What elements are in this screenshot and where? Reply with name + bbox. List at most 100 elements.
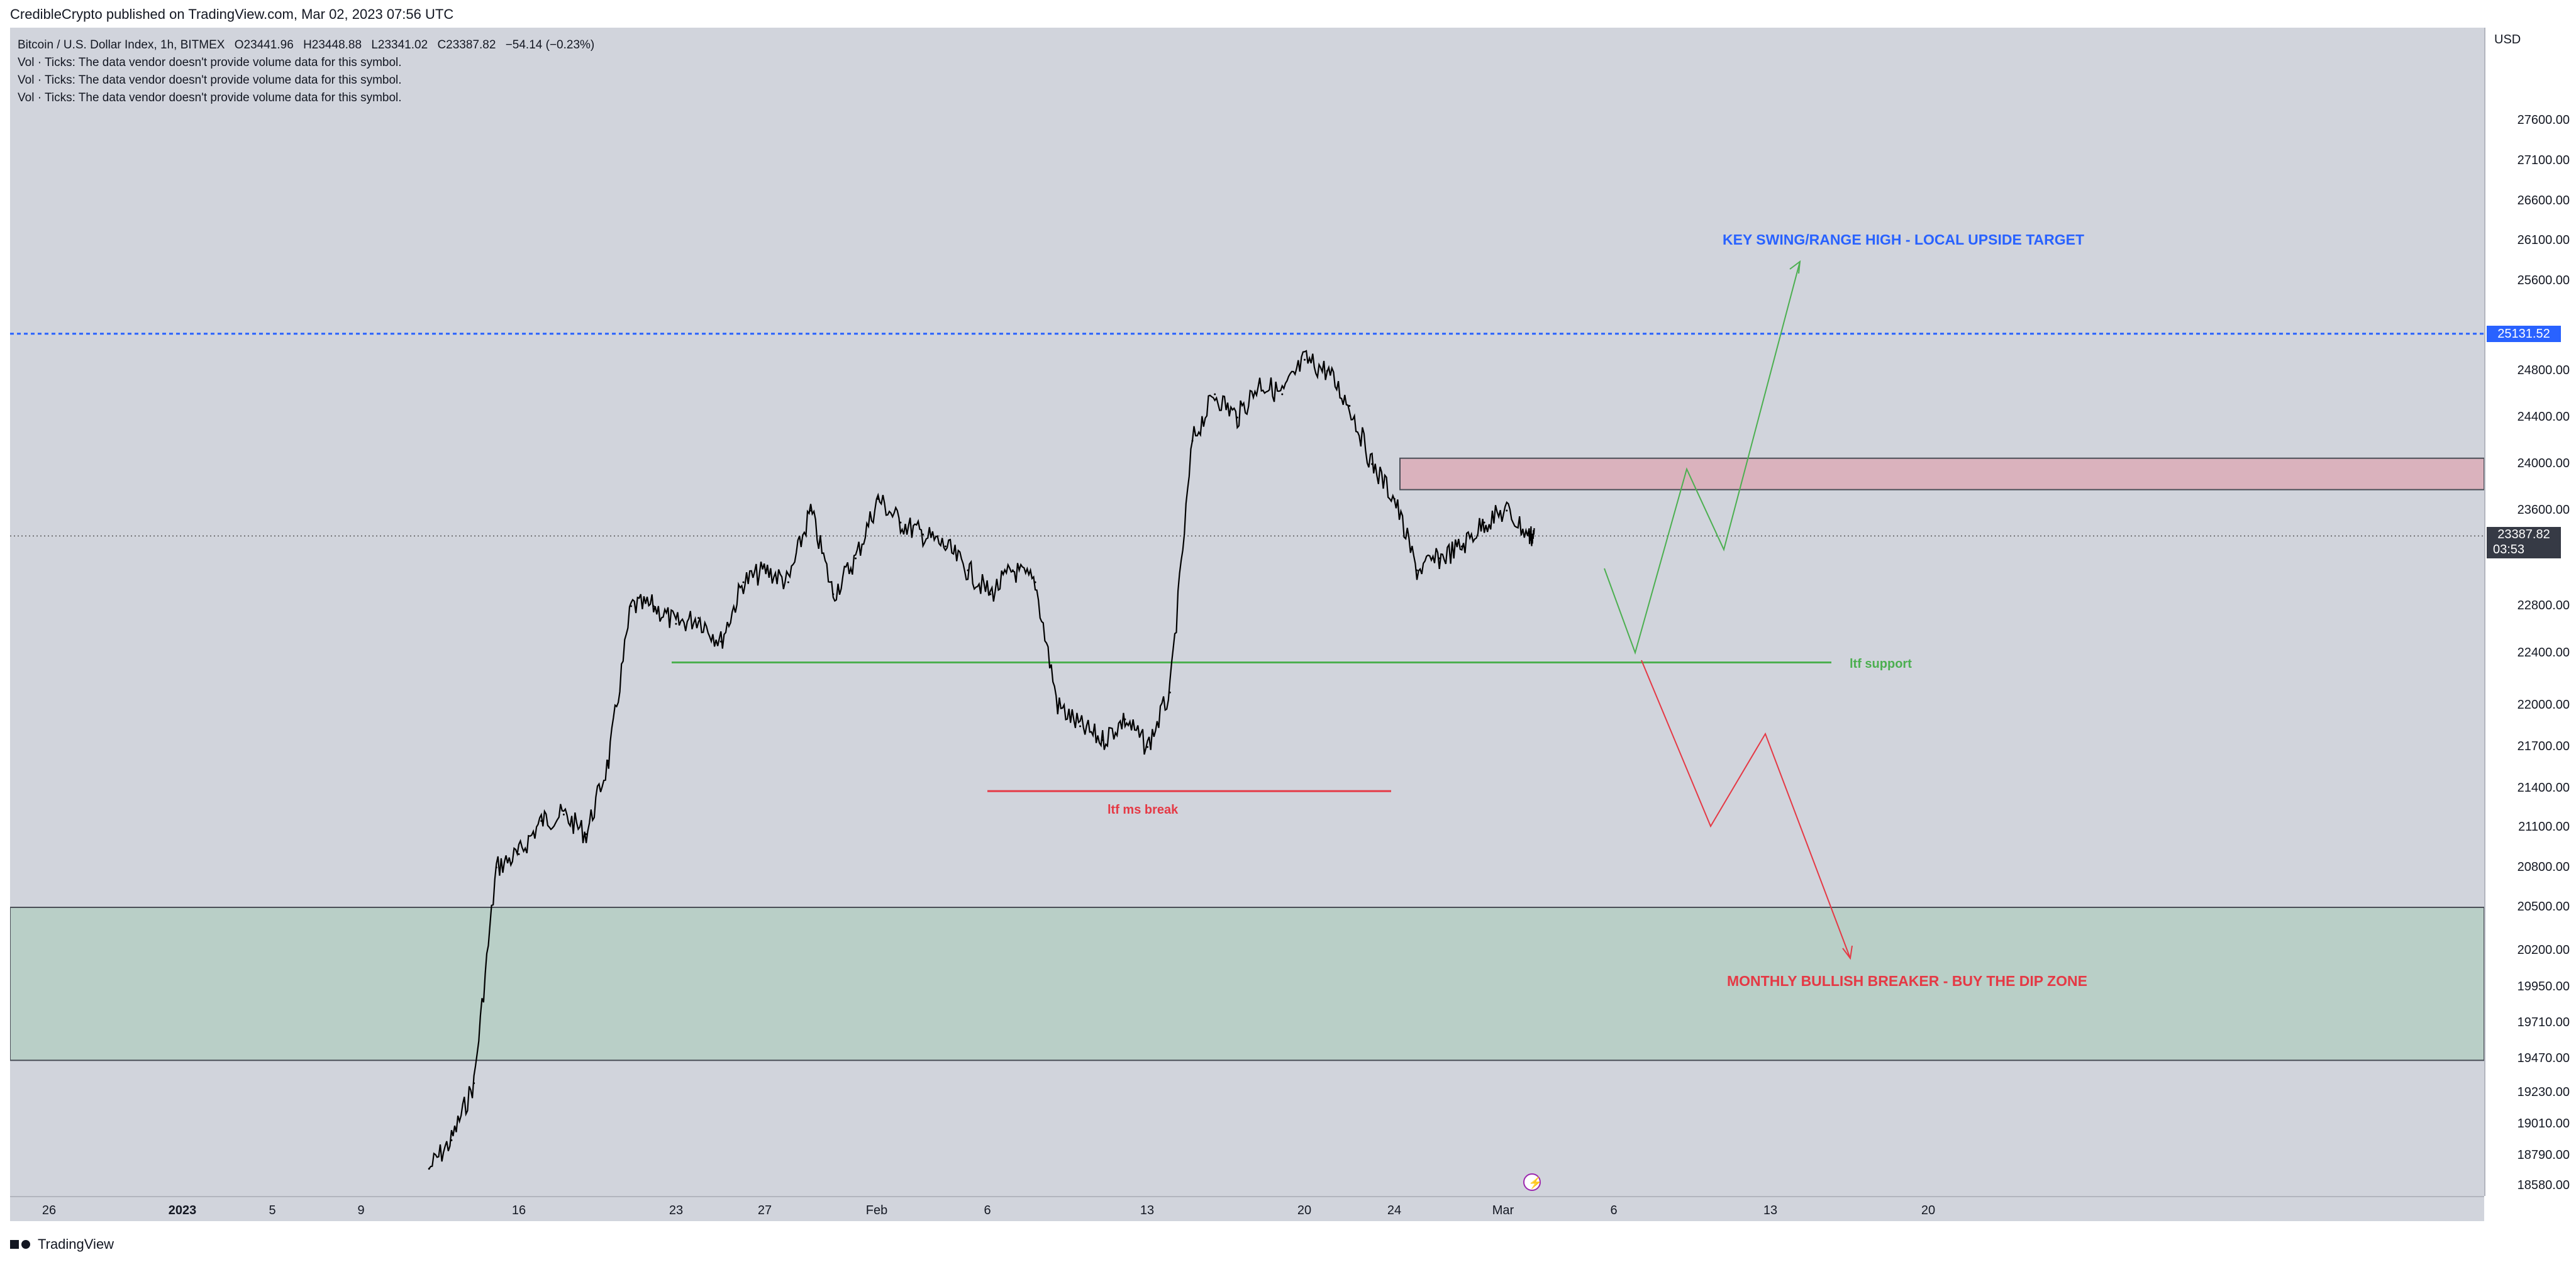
brand-name: TradingView [38,1236,114,1252]
price-point [944,545,947,548]
price-point [608,760,610,762]
price-point [1416,569,1418,572]
price-point [562,813,565,816]
price-tick-label: 18790.00 [2517,1148,2570,1163]
bar-countdown: 03:53 [2493,543,2525,557]
publisher-bar: CredibleCrypto published on TradingView.… [0,0,2576,28]
price-point [742,581,745,584]
high-label: H [303,38,312,52]
price-point [1460,545,1463,548]
price-point [697,617,700,619]
low-value: 23341.02 [377,38,428,52]
price-point [809,509,812,512]
price-point [652,605,655,607]
price-point [1528,534,1530,537]
price-point [1506,509,1508,512]
price-point [1034,581,1036,584]
time-tick-label: 16 [511,1204,526,1217]
time-tick-label: Feb [865,1204,888,1217]
key-high-price-badge[interactable]: 25131.52 [2487,325,2561,342]
bearish-arrowhead [1842,945,1853,960]
volume-note[interactable]: Vol · Ticks: The data vendor doesn't pro… [18,56,402,69]
time-tick-label: 24 [1387,1204,1402,1217]
price-tick-label: 19470.00 [2517,1051,2570,1065]
time-tick-label: Mar [1492,1204,1514,1217]
price-point [540,820,543,822]
price-point [428,1168,430,1170]
last-price-badge[interactable]: 23387.82 03:53 [2487,527,2561,559]
price-point [1146,746,1149,748]
price-line [428,350,1535,1170]
time-tick-label: 27 [757,1204,772,1217]
price-tick-label: 27600.00 [2517,113,2570,127]
price-point [1079,725,1081,728]
volume-note[interactable]: Vol · Ticks: The data vendor doesn't pro… [18,91,402,104]
tradingview-logo-icon [10,1239,31,1250]
symbol-legend: Bitcoin / U.S. Dollar Index, 1h, BITMEX … [18,36,594,107]
price-point [1214,393,1216,396]
price-point [1326,370,1328,372]
bullish-arrowhead [1789,260,1801,274]
price-tick-label: 18580.00 [2517,1178,2570,1192]
price-point [1191,440,1194,442]
price-point [1101,739,1104,741]
close-value: 23387.82 [446,38,496,52]
time-tick-label: 6 [984,1204,991,1217]
events-icon[interactable] [1523,1173,1541,1191]
price-point [1438,557,1441,560]
price-chart[interactable]: KEY SWING/RANGE HIGH - LOCAL UPSIDE TARG… [10,28,2484,1196]
price-point [495,866,497,868]
price-point [787,581,789,584]
time-tick-label: 20 [1921,1204,1936,1217]
price-point [1169,691,1171,694]
price-tick-label: 22400.00 [2517,646,2570,660]
price-point [1258,382,1261,384]
time-tick-label: 6 [1610,1204,1618,1217]
price-point [1371,463,1374,465]
ohlc-row: Bitcoin / U.S. Dollar Index, 1h, BITMEX … [18,36,594,54]
upside-target-label: KEY SWING/RANGE HIGH - LOCAL UPSIDE TARG… [1723,231,2084,248]
events-icon-glyph: ⚡ [1528,1176,1542,1190]
price-tick-label: 20800.00 [2517,860,2570,874]
ms-break-label: ltf ms break [1108,803,1179,817]
resistance-box [1399,457,2484,490]
price-series [428,350,1535,1170]
price-point [1483,521,1485,524]
price-point [832,593,835,595]
price-tick-label: 24400.00 [2517,410,2570,424]
price-point [1348,405,1351,407]
time-tick-label: 9 [357,1204,365,1217]
time-tick-label: 13 [1140,1204,1155,1217]
price-tick-label: 19710.00 [2517,1016,2570,1029]
time-axis[interactable]: 26 2023 5 9 16 23 27 Feb 6 13 20 24 Mar 6 13 20 [10,1196,2484,1221]
price-point [675,623,677,625]
price-tick-label: 23600.00 [2517,503,2570,517]
price-point [899,521,902,524]
time-tick-label: 5 [269,1204,276,1217]
price-tick-label: 20500.00 [2517,900,2570,914]
price-point [877,498,879,500]
price-point [1124,718,1126,721]
price-point [1281,393,1284,396]
bullish-projection-path[interactable] [1604,261,1801,655]
price-point [1011,569,1014,572]
price-point [765,569,767,572]
tradingview-logo[interactable]: TradingView [10,1236,114,1253]
time-tick-label: 2023 [168,1204,197,1217]
price-tick-label: 22000.00 [2517,698,2570,712]
volume-note[interactable]: Vol · Ticks: The data vendor doesn't pro… [18,74,402,87]
price-point [450,1139,453,1141]
currency-label: USD [2494,33,2521,47]
price-axis[interactable]: USD 27600.00 27100.00 26600.00 26100.00 2560… [2484,28,2576,1196]
chart-pane[interactable]: KEY SWING/RANGE HIGH - LOCAL UPSIDE TARG… [10,28,2484,1196]
time-tick-label: 20 [1297,1204,1312,1217]
symbol-name[interactable]: Bitcoin / U.S. Dollar Index, 1h, BITMEX [18,38,225,52]
price-point [719,640,722,643]
price-point [1236,416,1238,419]
price-point [1057,704,1059,707]
time-tick-label: 26 [42,1204,57,1217]
price-point [855,557,857,560]
time-tick-label: 23 [669,1204,684,1217]
price-tick-label: 21100.00 [2518,820,2570,834]
bearish-projection-path[interactable] [1641,660,1851,959]
